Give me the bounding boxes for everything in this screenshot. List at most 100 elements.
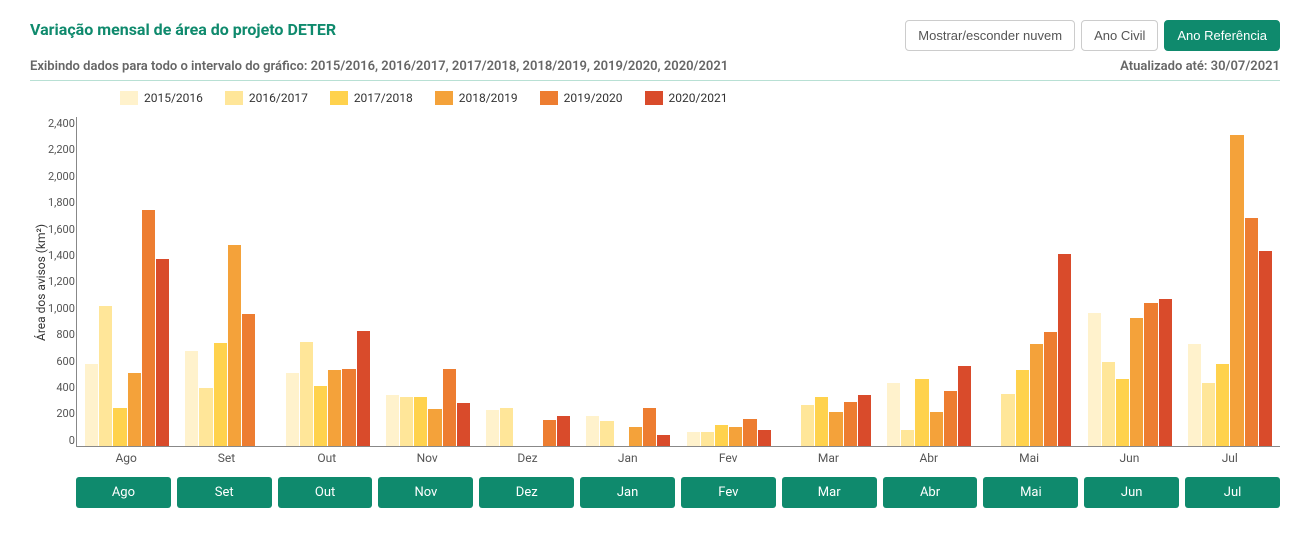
bar[interactable] — [543, 420, 556, 446]
bar[interactable] — [930, 412, 943, 446]
bar[interactable] — [1001, 394, 1014, 446]
bar[interactable] — [815, 397, 828, 447]
bar[interactable] — [1044, 332, 1057, 446]
bar[interactable] — [844, 402, 857, 446]
y-tick: 1,000 — [48, 302, 75, 315]
month-button[interactable]: Mai — [983, 477, 1078, 508]
legend-item[interactable]: 2016/2017 — [225, 91, 308, 105]
reference-year-button[interactable]: Ano Referência — [1164, 20, 1280, 51]
month-button[interactable]: Set — [177, 477, 272, 508]
y-tick: 1,200 — [48, 275, 75, 288]
bar[interactable] — [729, 427, 742, 446]
month-filter-buttons: AgoSetOutNovDezJanFevMarAbrMaiJunJul — [76, 477, 1280, 508]
bar[interactable] — [1202, 383, 1215, 446]
month-button[interactable]: Ago — [76, 477, 171, 508]
month-button[interactable]: Jun — [1084, 477, 1179, 508]
bar[interactable] — [701, 432, 714, 446]
bar[interactable] — [801, 405, 814, 446]
bar[interactable] — [1216, 364, 1229, 447]
bar[interactable] — [99, 306, 112, 446]
range-description: Exibindo dados para todo o intervalo do … — [30, 59, 728, 74]
bar[interactable] — [643, 408, 656, 447]
bar[interactable] — [400, 397, 413, 447]
bar[interactable] — [887, 383, 900, 446]
bar[interactable] — [357, 331, 370, 447]
bar[interactable] — [414, 397, 427, 447]
bar[interactable] — [500, 408, 513, 447]
bar[interactable] — [457, 403, 470, 446]
y-tick: 1,400 — [48, 249, 75, 262]
bar[interactable] — [443, 369, 456, 446]
bar[interactable] — [142, 210, 155, 447]
bar[interactable] — [557, 416, 570, 446]
bar[interactable] — [85, 364, 98, 447]
bar[interactable] — [1259, 251, 1272, 446]
bar[interactable] — [829, 412, 842, 446]
bar[interactable] — [687, 432, 700, 446]
bar[interactable] — [1116, 379, 1129, 446]
bar[interactable] — [1030, 344, 1043, 446]
bar[interactable] — [1188, 344, 1201, 446]
legend-label: 2019/2020 — [564, 91, 623, 105]
bar[interactable] — [1130, 318, 1143, 446]
bar[interactable] — [1245, 218, 1258, 446]
bar[interactable] — [600, 421, 613, 446]
bar[interactable] — [342, 369, 355, 446]
bar[interactable] — [113, 408, 126, 447]
legend-label: 2020/2021 — [669, 91, 728, 105]
bar[interactable] — [858, 395, 871, 446]
bar[interactable] — [156, 259, 169, 446]
toggle-cloud-button[interactable]: Mostrar/esconder nuvem — [905, 20, 1075, 51]
bar[interactable] — [128, 373, 141, 446]
bar[interactable] — [901, 430, 914, 447]
bar[interactable] — [286, 373, 299, 446]
legend-item[interactable]: 2020/2021 — [645, 91, 728, 105]
bar[interactable] — [743, 419, 756, 447]
legend-item[interactable]: 2018/2019 — [435, 91, 518, 105]
bar[interactable] — [214, 343, 227, 446]
month-button[interactable]: Abr — [883, 477, 978, 508]
bar[interactable] — [242, 314, 255, 446]
bar[interactable] — [185, 351, 198, 446]
month-button[interactable]: Dez — [479, 477, 574, 508]
legend-swatch — [120, 91, 138, 105]
bar[interactable] — [486, 410, 499, 446]
bar[interactable] — [758, 430, 771, 447]
bar[interactable] — [958, 366, 971, 446]
x-tick: Set — [176, 451, 276, 465]
bar[interactable] — [1102, 362, 1115, 446]
bar[interactable] — [428, 409, 441, 446]
legend-item[interactable]: 2017/2018 — [330, 91, 413, 105]
bar[interactable] — [586, 416, 599, 446]
bar[interactable] — [328, 370, 341, 446]
x-tick: Jan — [578, 451, 678, 465]
bar[interactable] — [314, 386, 327, 447]
bar[interactable] — [386, 395, 399, 446]
bar[interactable] — [1230, 135, 1243, 446]
bar[interactable] — [1159, 299, 1172, 446]
month-button[interactable]: Nov — [378, 477, 473, 508]
bar[interactable] — [915, 379, 928, 446]
legend-item[interactable]: 2019/2020 — [540, 91, 623, 105]
bar[interactable] — [944, 391, 957, 446]
month-button[interactable]: Jan — [580, 477, 675, 508]
bar[interactable] — [657, 435, 670, 446]
bar[interactable] — [1016, 370, 1029, 446]
month-button[interactable]: Mar — [782, 477, 877, 508]
legend-item[interactable]: 2015/2016 — [120, 91, 203, 105]
bar[interactable] — [1144, 303, 1157, 446]
bar[interactable] — [300, 342, 313, 447]
month-button[interactable]: Jul — [1185, 477, 1280, 508]
month-button[interactable]: Out — [278, 477, 373, 508]
bar-group — [478, 117, 578, 446]
bar[interactable] — [1058, 254, 1071, 447]
bar[interactable] — [629, 427, 642, 446]
civil-year-button[interactable]: Ano Civil — [1081, 20, 1158, 51]
bar[interactable] — [199, 388, 212, 446]
bar[interactable] — [1088, 313, 1101, 446]
bar[interactable] — [715, 425, 728, 446]
x-tick: Dez — [477, 451, 577, 465]
bar[interactable] — [228, 245, 241, 446]
month-button[interactable]: Fev — [681, 477, 776, 508]
updated-date: Atualizado até: 30/07/2021 — [1120, 59, 1280, 74]
